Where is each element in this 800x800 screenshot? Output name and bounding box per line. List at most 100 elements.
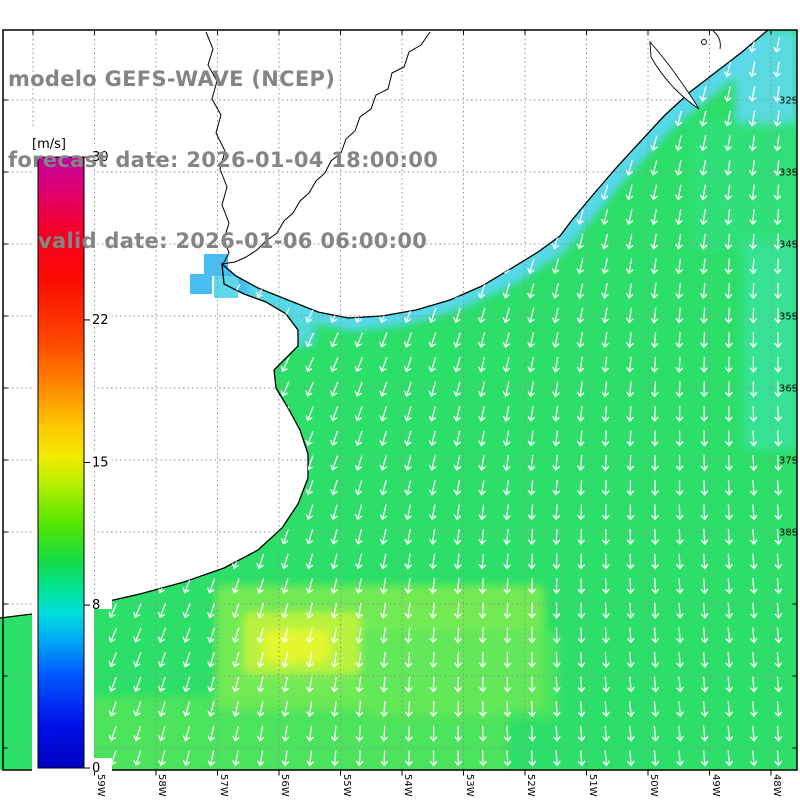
wind-arrow-icon [626, 430, 635, 447]
wind-arrow-icon [231, 332, 241, 348]
wind-arrow-icon [650, 430, 659, 447]
wind-arrow-icon [551, 258, 560, 275]
wind-arrow-icon [625, 37, 634, 53]
wind-arrow-icon [725, 602, 734, 619]
wind-arrow-icon [404, 479, 412, 496]
wind-arrow-icon [725, 725, 734, 742]
colorbar-unit-label: [m/s] [32, 137, 66, 152]
wind-arrow-icon [502, 111, 511, 127]
wind-arrow-icon [651, 528, 660, 546]
colorbar-label-bg [90, 309, 112, 324]
wind-arrow-icon [108, 381, 118, 397]
river-line [205, 31, 230, 265]
wind-arrow-icon [478, 627, 487, 644]
colorbar-label-bg [90, 147, 112, 161]
wind-arrow-icon [404, 627, 413, 644]
wind-arrow-icon [675, 578, 684, 595]
wind-arrow-icon [453, 381, 461, 398]
wind-arrow-icon [428, 381, 437, 398]
wind-arrow-icon [576, 356, 585, 373]
wind-arrow-icon [676, 627, 684, 644]
wind-arrow-icon [625, 282, 634, 299]
wind-arrow-icon [354, 406, 363, 422]
wind-arrow-icon [231, 480, 241, 496]
wind-arrow-icon [700, 381, 709, 398]
wind-arrow-icon [453, 307, 461, 324]
wind-arrow-icon [380, 750, 389, 767]
wind-arrow-icon [207, 602, 216, 619]
wind-arrow-icon [133, 504, 143, 520]
wind-arrow-icon [725, 701, 734, 718]
wind-arrow-icon [724, 258, 733, 275]
wind-arrow-icon [577, 602, 586, 619]
wind-arrow-icon [206, 381, 216, 397]
wind-arrow-icon [577, 750, 586, 767]
wind-arrow-icon [379, 553, 388, 570]
wind-arrow-icon [454, 750, 463, 767]
wind-arrow-icon [749, 184, 757, 201]
wind-arrow-icon [477, 332, 486, 348]
wind-arrow-icon [380, 725, 389, 742]
wind-arrow-icon [601, 405, 610, 422]
wind-arrow-icon [651, 750, 660, 767]
wind-arrow-icon [256, 602, 264, 619]
wind-arrow-icon [675, 258, 683, 275]
wind-arrow-icon [478, 701, 487, 718]
wind-arrow-icon [379, 381, 388, 397]
wind-arrow-icon [454, 651, 462, 669]
wind-arrow-icon [503, 725, 512, 742]
wind-arrow-icon [256, 357, 265, 372]
wind-arrow-icon [453, 455, 462, 472]
wind-arrow-icon [256, 529, 265, 545]
speed-patch [690, 120, 797, 250]
wind-arrow-icon [231, 430, 241, 446]
wind-arrow-icon [379, 479, 388, 496]
wind-arrow-icon [108, 332, 118, 348]
wind-arrow-icon [429, 602, 438, 619]
wind-arrow-icon [256, 701, 265, 718]
wind-arrow-icon [774, 356, 782, 373]
wind-arrow-icon [527, 307, 535, 324]
wind-arrow-icon [625, 61, 634, 78]
wind-arrow-icon [551, 86, 560, 102]
wind-arrow-icon [281, 553, 289, 570]
wind-arrow-icon [429, 553, 437, 570]
wind-arrow-icon [626, 701, 635, 718]
wind-arrow-icon [305, 406, 314, 422]
wind-arrow-icon [749, 332, 758, 349]
wind-arrow-icon [306, 725, 314, 742]
wind-arrow-icon [700, 553, 709, 570]
wind-arrow-icon [108, 701, 117, 717]
wind-arrow-icon [133, 652, 142, 668]
wind-arrow-icon [724, 110, 732, 127]
wind-arrow-icon [502, 381, 511, 398]
wind-arrow-icon [600, 110, 609, 127]
wind-arrow-icon [232, 725, 240, 742]
wind-arrow-icon [133, 603, 142, 619]
wind-arrow-icon [527, 283, 535, 299]
wind-arrow-icon [330, 479, 338, 496]
wind-arrow-icon [477, 258, 486, 274]
wind-arrow-icon [478, 553, 487, 570]
colorbar-tick-label: 15 [92, 456, 109, 471]
wind-arrow-icon [601, 430, 610, 447]
wind-arrow-icon [453, 553, 462, 570]
wind-arrow-icon [355, 750, 364, 767]
wind-arrow-icon [478, 455, 486, 472]
wind-arrow-icon [551, 160, 560, 176]
wind-arrow-icon [552, 430, 560, 447]
wind-arrow-icon [428, 356, 437, 373]
wind-arrow-icon [503, 652, 512, 669]
wind-arrow-icon [601, 553, 610, 570]
wind-arrow-icon [355, 627, 363, 644]
wind-arrow-icon [132, 308, 143, 323]
wind-arrow-icon [676, 701, 684, 718]
wind-arrow-icon [625, 209, 634, 226]
wind-arrow-icon [601, 356, 610, 373]
longitude-label: 49W [710, 774, 721, 797]
wind-arrow-icon [602, 627, 610, 644]
wind-arrow-icon [626, 528, 635, 546]
wind-arrow-icon [133, 627, 142, 643]
wind-arrow-icon [256, 627, 265, 644]
wind-arrow-icon [725, 504, 733, 521]
